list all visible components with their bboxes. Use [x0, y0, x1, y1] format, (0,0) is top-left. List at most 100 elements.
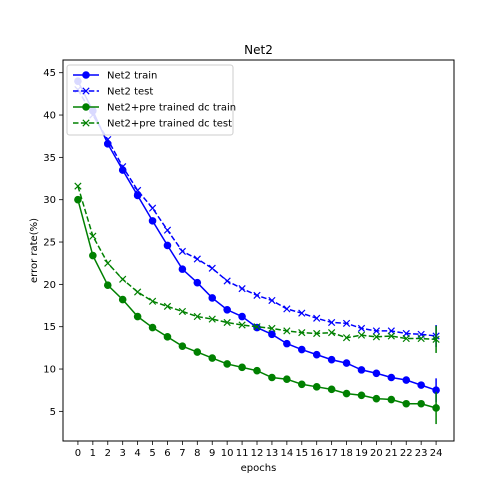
data-point — [298, 309, 306, 317]
x-axis: 0 1 2 3 4 5 6 7 8 9 10 11 12 13 14 15 16 17 18 19 20 21 22 23 24 — [75, 441, 443, 459]
legend-box — [66, 64, 234, 136]
x-tick-label: 10 — [221, 448, 234, 459]
x-tick-label: 19 — [355, 448, 368, 459]
x-tick-label: 5 — [149, 448, 155, 459]
data-point — [193, 348, 202, 356]
y-tick-label: 15 — [43, 322, 56, 333]
data-point — [193, 255, 201, 263]
legend-marker — [82, 87, 90, 95]
legend: Net2 train Net2 test Net2+pre trained dc t… — [66, 64, 236, 136]
data-point — [313, 329, 321, 338]
data-point — [253, 366, 261, 375]
legend-entry: Net2+pre trained dc test — [73, 119, 232, 130]
x-tick-label: 1 — [90, 448, 96, 459]
x-tick-label: 23 — [415, 448, 428, 459]
legend-label: Net2+pre trained dc train — [107, 103, 236, 114]
x-tick-label: 3 — [120, 448, 126, 459]
y-axis-label: error rate(%) — [29, 218, 40, 283]
data-point — [74, 182, 82, 190]
legend-marker — [82, 103, 90, 111]
y-tick-label: 35 — [43, 153, 56, 164]
data-point — [89, 232, 97, 240]
x-tick-label: 9 — [209, 448, 215, 459]
data-point — [342, 334, 351, 342]
data-point — [74, 195, 82, 204]
data-point — [328, 329, 336, 337]
data-point — [133, 288, 142, 296]
data-point — [268, 373, 276, 382]
data-point — [163, 241, 172, 250]
data-point — [328, 318, 336, 327]
x-tick-label: 18 — [340, 448, 353, 459]
legend-entry: Net2+pre trained dc train — [73, 103, 236, 114]
data-point — [148, 297, 157, 305]
x-tick-label: 0 — [75, 448, 81, 459]
x-tick-label: 22 — [400, 448, 413, 459]
data-point — [417, 399, 425, 408]
data-point — [342, 319, 351, 327]
data-point — [238, 363, 246, 372]
data-point — [297, 380, 306, 389]
data-point — [238, 312, 246, 321]
x-tick-label: 21 — [385, 448, 398, 459]
data-point — [283, 327, 291, 335]
data-point — [387, 373, 396, 382]
legend-label: Net2+pre trained dc test — [107, 119, 232, 130]
data-point — [103, 281, 112, 290]
series-4 — [74, 182, 440, 353]
x-tick-label: 14 — [280, 448, 293, 459]
y-tick-label: 40 — [43, 111, 56, 122]
data-point — [313, 314, 321, 322]
legend-entry: Net2 test — [73, 87, 153, 98]
data-point — [402, 399, 411, 408]
y-tick-label: 25 — [43, 238, 56, 249]
data-point — [163, 333, 172, 341]
data-point — [387, 332, 395, 340]
x-tick-label: 24 — [430, 448, 443, 459]
data-point — [223, 318, 231, 327]
y-tick-label: 30 — [43, 195, 56, 206]
series-layer — [74, 77, 440, 425]
data-point — [148, 204, 157, 212]
data-point — [372, 394, 381, 403]
data-point — [223, 277, 231, 285]
chart-title: Net2 — [244, 43, 273, 57]
data-point — [133, 186, 142, 195]
data-point — [283, 339, 291, 348]
data-point — [119, 163, 127, 171]
legend-label: Net2 train — [107, 71, 157, 82]
data-point — [208, 354, 217, 362]
data-point — [297, 345, 306, 354]
data-point — [372, 369, 381, 378]
data-point — [178, 307, 187, 316]
x-tick-label: 2 — [105, 448, 111, 459]
data-point — [417, 381, 425, 389]
legend-marker — [82, 71, 90, 79]
data-point — [208, 294, 217, 302]
data-point — [402, 376, 411, 384]
data-point — [387, 395, 396, 404]
data-point — [327, 355, 336, 364]
data-point — [342, 389, 351, 398]
data-point — [133, 312, 142, 321]
data-point — [208, 315, 216, 323]
data-point — [163, 226, 172, 234]
data-point — [372, 333, 381, 341]
data-point — [148, 323, 157, 332]
x-tick-label: 11 — [236, 448, 249, 459]
x-tick-label: 15 — [295, 448, 308, 459]
data-point — [268, 296, 276, 305]
legend-marker — [82, 119, 90, 127]
data-point — [193, 278, 202, 287]
data-point — [238, 284, 246, 293]
data-point — [238, 321, 246, 329]
data-point — [223, 360, 231, 368]
y-tick-label: 5 — [50, 407, 56, 418]
x-tick-label: 8 — [194, 448, 200, 459]
x-tick-label: 12 — [251, 448, 264, 459]
x-tick-label: 17 — [325, 448, 338, 459]
data-point — [327, 385, 336, 394]
x-tick-label: 6 — [164, 448, 170, 459]
data-point — [253, 291, 261, 299]
